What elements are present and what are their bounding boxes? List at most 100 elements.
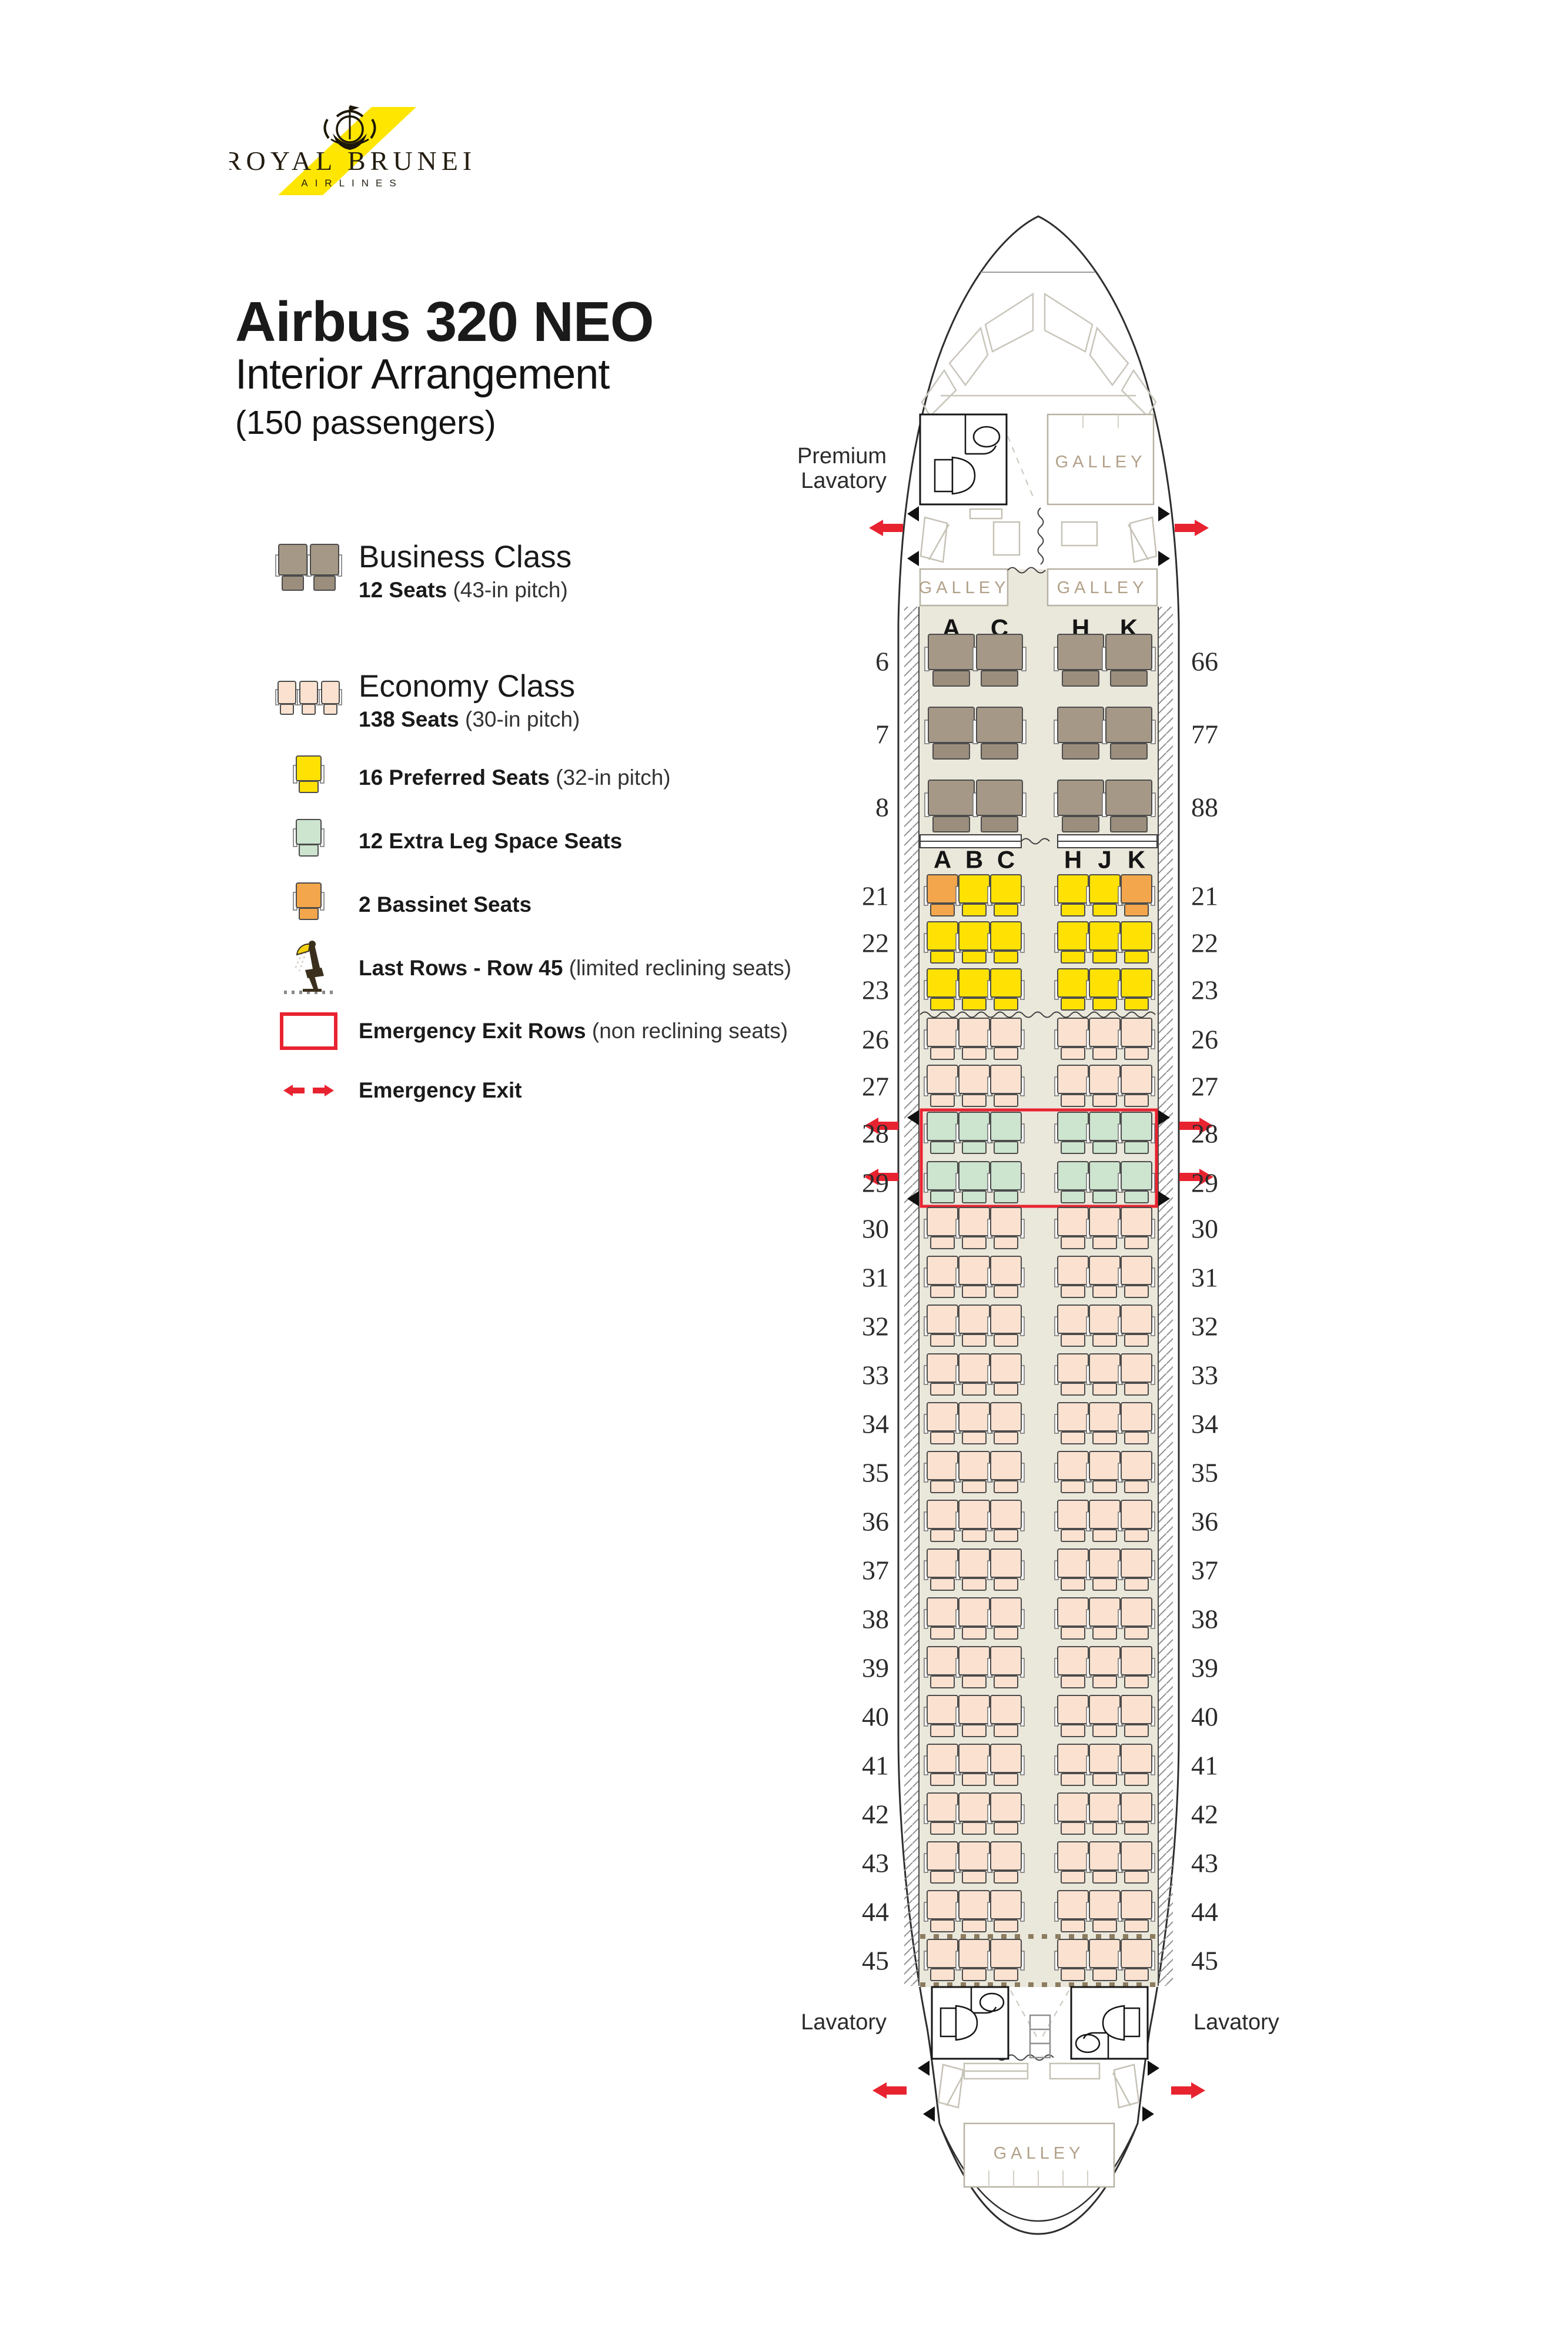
- economy-column-letter-K: K: [1128, 846, 1145, 874]
- economy-column-letter-A: A: [934, 846, 951, 874]
- seat-35K: [1118, 1451, 1155, 1493]
- passenger-count: (150 passengers): [235, 404, 496, 442]
- cockpit-windows: [921, 272, 1157, 418]
- legend-last-rows: Last Rows - Row 45 (limited reclining se…: [259, 939, 791, 997]
- legend-seat: [275, 681, 299, 715]
- legend-emergency-exit-label: Emergency Exit: [359, 1078, 522, 1102]
- seat-6H: [1054, 634, 1108, 687]
- legend-exit-rows: Emergency Exit Rows (non reclining seats…: [259, 1012, 788, 1050]
- seat-34B: [955, 1402, 993, 1444]
- seat-29K: [1118, 1161, 1155, 1203]
- seat-7K: [1102, 707, 1156, 760]
- seat-36J: [1086, 1500, 1124, 1542]
- seat-22K: [1118, 921, 1155, 964]
- row-number-left-32: 32: [862, 1312, 889, 1342]
- business-seats-icon: [275, 544, 342, 591]
- seat-32C: [987, 1305, 1025, 1347]
- legend-preferred-pitch: (32-in pitch): [556, 765, 671, 790]
- row-number-right-8: 88: [1191, 792, 1218, 822]
- seat-40H: [1054, 1695, 1092, 1737]
- logo-slash: [278, 107, 416, 195]
- seat-32A: [924, 1305, 961, 1347]
- rear-galley-label: GALLEY: [994, 2144, 1085, 2163]
- row-number-right-36: 36: [1191, 1507, 1218, 1537]
- seat-34A: [924, 1402, 961, 1444]
- legend-seat: [293, 755, 325, 793]
- row-number-left-45: 45: [862, 1946, 889, 1976]
- rear-lavatory-right: [1070, 1986, 1149, 2060]
- row-number-left-39: 39: [862, 1653, 889, 1683]
- row-number-left-30: 30: [862, 1214, 889, 1244]
- row-number-right-39: 39: [1191, 1653, 1218, 1683]
- row-number-right-31: 31: [1191, 1263, 1218, 1293]
- rear-galley-cart: [1029, 2014, 1051, 2059]
- seat-43K: [1118, 1841, 1155, 1884]
- front-galley-label: GALLEY: [1055, 453, 1146, 471]
- seat-6C: [972, 634, 1027, 687]
- economy-column-letter-B: B: [965, 846, 983, 874]
- row-number-left-40: 40: [862, 1702, 889, 1732]
- row-number-right-7: 77: [1191, 720, 1218, 750]
- recline-seat-icon: [284, 941, 333, 994]
- row-number-left-38: 38: [862, 1604, 889, 1634]
- row-number-right-44: 44: [1191, 1897, 1218, 1927]
- seat-27C: [987, 1065, 1025, 1107]
- seat-7A: [924, 707, 978, 760]
- row-number-left-29: 29: [862, 1168, 889, 1198]
- row-number-left-34: 34: [862, 1409, 889, 1439]
- rear-corridor-fittings: [937, 2062, 1140, 2109]
- emergency-exit-arrow: [1175, 520, 1209, 536]
- row-number-right-34: 34: [1191, 1409, 1218, 1439]
- door-wedge: [918, 2061, 930, 2076]
- seat-36K: [1118, 1500, 1155, 1542]
- seat-7H: [1054, 707, 1108, 760]
- legend-seat: [306, 544, 342, 591]
- front-corridor-fittings: [920, 508, 1158, 563]
- emergency-exit-arrow: [1179, 1118, 1213, 1134]
- door-wedge: [1158, 1110, 1170, 1125]
- seat-38C: [987, 1597, 1025, 1640]
- seat-23K: [1118, 968, 1155, 1011]
- row-number-right-38: 38: [1191, 1604, 1218, 1634]
- seat-45J: [1086, 1939, 1124, 1981]
- emergency-exit-arrow: [1179, 1169, 1213, 1185]
- legend-seat: [293, 882, 325, 920]
- seat-34C: [987, 1402, 1025, 1444]
- legend-bassinet-label: 2 Bassinet Seats: [359, 892, 532, 917]
- emergency-exit-rows-icon: [280, 1012, 337, 1050]
- row-number-left-22: 22: [862, 928, 889, 958]
- seat-8K: [1102, 780, 1156, 832]
- rear-door-swing-lines: [1010, 1990, 1069, 2038]
- logo-sub-text: AIRLINES: [301, 178, 403, 189]
- row-number-left-7: 7: [875, 720, 889, 750]
- emergency-exit-arrow: [1171, 2082, 1205, 2099]
- seat-6K: [1102, 634, 1156, 687]
- row-number-right-28: 28: [1191, 1119, 1218, 1149]
- seat-32K: [1118, 1305, 1155, 1347]
- legend-economy: Economy Class 138 Seats (30-in pitch): [259, 669, 580, 732]
- door-wedge: [1158, 506, 1170, 521]
- legend-last-rows-label: Last Rows - Row 45: [359, 956, 563, 980]
- seat-31J: [1086, 1256, 1124, 1298]
- seat-26K: [1118, 1018, 1155, 1060]
- seat-27J: [1086, 1065, 1124, 1107]
- rear-galley: GALLEY: [963, 2122, 1115, 2188]
- row-number-right-43: 43: [1191, 1848, 1218, 1878]
- seat-29H: [1054, 1161, 1092, 1203]
- door-wedge: [907, 551, 919, 566]
- legend-business: Business Class 12 Seats (43-in pitch): [259, 540, 571, 603]
- seat-7C: [972, 707, 1027, 760]
- row-number-right-45: 45: [1191, 1946, 1218, 1976]
- row-number-left-36: 36: [862, 1507, 889, 1537]
- row-number-right-30: 30: [1191, 1214, 1218, 1244]
- seat-39H: [1054, 1646, 1092, 1688]
- seat-27K: [1118, 1065, 1155, 1107]
- seat-42K: [1118, 1792, 1155, 1835]
- door-wedge: [923, 2106, 935, 2122]
- legend-business-pitch: (43-in pitch): [453, 577, 568, 602]
- door-wedge: [907, 506, 919, 521]
- seat-45K: [1118, 1939, 1155, 1981]
- emergency-exit-arrow: [869, 520, 903, 536]
- door-wedge: [907, 1110, 919, 1125]
